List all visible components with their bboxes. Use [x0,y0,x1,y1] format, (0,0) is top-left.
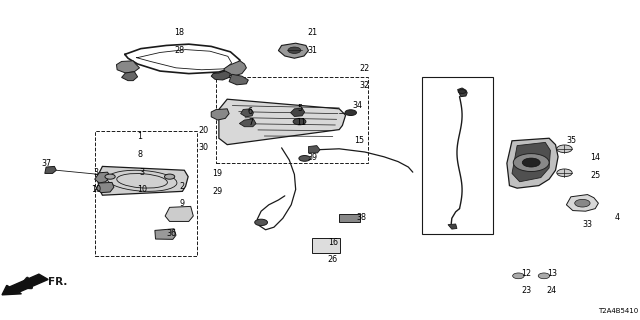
Text: T2A4B5410: T2A4B5410 [598,308,639,314]
Circle shape [513,154,549,172]
Polygon shape [122,72,138,81]
Polygon shape [566,195,598,211]
Polygon shape [211,109,229,120]
Circle shape [513,273,524,279]
Polygon shape [116,61,140,73]
Text: 10: 10 [137,185,147,194]
Text: 3: 3 [93,168,99,177]
Text: 37: 37 [41,159,51,168]
Text: 35: 35 [566,136,577,145]
Polygon shape [507,138,558,188]
Polygon shape [458,88,467,97]
Text: 6: 6 [247,108,252,116]
Text: 24: 24 [547,286,557,295]
Text: 34: 34 [352,101,362,110]
Text: FR.: FR. [48,277,67,287]
Text: 16: 16 [328,238,338,247]
Text: 14: 14 [590,153,600,162]
Polygon shape [95,172,110,183]
Polygon shape [239,119,256,127]
Text: 8: 8 [137,150,142,159]
Polygon shape [448,224,457,229]
Polygon shape [96,182,114,193]
Text: 4: 4 [614,213,620,222]
Text: 18: 18 [174,28,184,37]
Polygon shape [219,99,346,145]
Circle shape [164,174,175,179]
Circle shape [557,169,572,177]
Text: 23: 23 [521,286,531,295]
Polygon shape [211,71,230,80]
FancyArrow shape [2,274,48,295]
Text: 10: 10 [91,185,101,194]
Text: 28: 28 [174,46,184,55]
Text: 7: 7 [248,118,253,127]
Text: 30: 30 [198,143,209,152]
Circle shape [105,174,115,179]
Polygon shape [241,109,253,117]
Polygon shape [278,43,308,58]
Circle shape [293,118,306,125]
Text: 11: 11 [296,118,306,127]
Circle shape [575,199,590,207]
Text: 25: 25 [590,171,600,180]
Text: 29: 29 [212,187,223,196]
Circle shape [458,90,466,93]
Text: 21: 21 [307,28,317,37]
Text: 36: 36 [166,229,177,238]
Circle shape [538,273,550,279]
Text: 15: 15 [355,136,365,145]
Polygon shape [165,206,193,221]
Text: 13: 13 [547,269,557,278]
Text: 38: 38 [356,213,367,222]
Circle shape [522,158,540,167]
Polygon shape [97,166,188,195]
Text: 33: 33 [582,220,593,229]
Text: 12: 12 [521,269,531,278]
Text: 5: 5 [297,104,302,113]
Text: 22: 22 [360,64,370,73]
Polygon shape [512,142,550,182]
Text: 1: 1 [137,132,142,141]
Text: 9: 9 [180,199,185,208]
Polygon shape [224,61,246,76]
Text: 26: 26 [328,255,338,264]
Circle shape [345,110,356,116]
Text: 20: 20 [198,126,209,135]
Circle shape [255,219,268,226]
Polygon shape [155,229,176,239]
Polygon shape [339,214,360,222]
Text: 31: 31 [307,46,317,55]
Circle shape [557,145,572,153]
Polygon shape [45,166,56,173]
Circle shape [288,47,301,53]
Text: 2: 2 [180,182,185,191]
Polygon shape [291,108,305,116]
Text: 3: 3 [140,168,145,177]
Polygon shape [229,74,248,85]
Text: 39: 39 [307,153,317,162]
Polygon shape [312,238,340,253]
Polygon shape [308,146,320,153]
Circle shape [299,156,310,161]
Text: 19: 19 [212,169,223,178]
Text: 32: 32 [360,81,370,90]
